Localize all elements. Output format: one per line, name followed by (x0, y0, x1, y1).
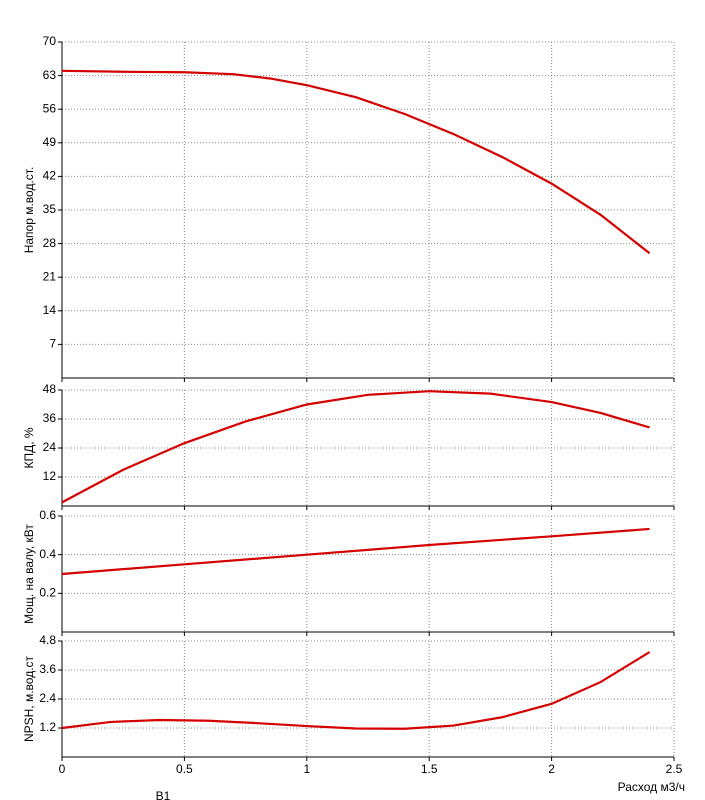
y-tick-label: 21 (43, 269, 57, 283)
x-tick-label: 1 (303, 762, 310, 776)
y-tick-label: 12 (43, 469, 57, 483)
y-tick-label: 14 (43, 303, 57, 317)
curve (61, 527, 650, 576)
x-tick-label: 2 (548, 762, 555, 776)
y-tick-label: 28 (43, 236, 57, 250)
x-axis-label: Расход м3/ч (618, 780, 685, 794)
y-tick-label: 42 (43, 169, 57, 183)
y-tick-label: 1.2 (39, 720, 56, 734)
y-axis-label: КПД, % (22, 427, 36, 468)
y-tick-label: 63 (43, 68, 57, 82)
y-tick-label: 4.8 (39, 633, 56, 647)
y-tick-label: 49 (43, 135, 57, 149)
y-tick-label: 48 (43, 382, 57, 396)
y-tick-label: 2.4 (39, 691, 56, 705)
y-tick-label: 7 (49, 337, 56, 351)
curve (61, 69, 651, 255)
y-tick-label: 35 (43, 202, 57, 216)
x-tick-label: 1.5 (421, 762, 438, 776)
x-tick-label: 0.5 (176, 762, 193, 776)
y-axis-label: Напор м.вод.ст. (22, 167, 36, 254)
y-tick-label: 70 (43, 34, 57, 48)
annotation: В1 (156, 789, 171, 800)
curve (61, 651, 651, 730)
y-tick-label: 0.6 (39, 508, 56, 522)
y-tick-label: 24 (43, 440, 57, 454)
curve (61, 390, 650, 504)
y-tick-label: 0.4 (39, 547, 56, 561)
y-tick-label: 3.6 (39, 662, 56, 676)
y-tick-label: 56 (43, 101, 57, 115)
y-tick-label: 0.2 (39, 586, 56, 600)
x-tick-label: 2.5 (666, 762, 683, 776)
y-axis-label: Мощ. на валу, кВт (22, 524, 36, 624)
y-tick-label: 36 (43, 411, 57, 425)
y-axis-label: NPSH, м.вод.ст (22, 655, 36, 742)
x-tick-label: 0 (59, 762, 66, 776)
